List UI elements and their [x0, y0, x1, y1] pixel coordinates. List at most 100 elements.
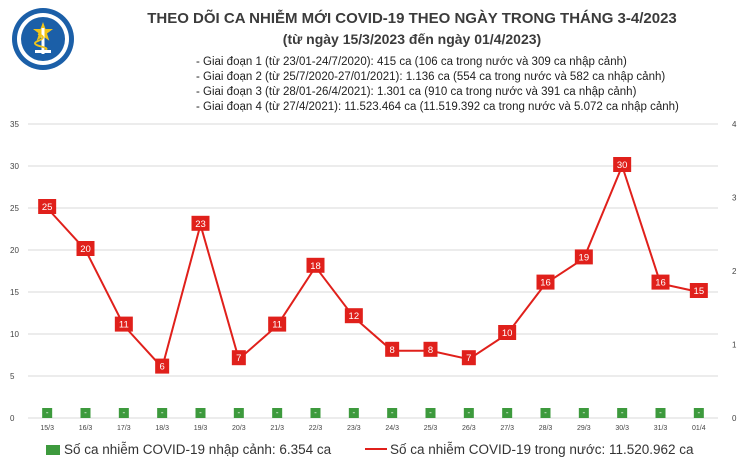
data-label: 20	[80, 244, 91, 255]
chart-subtitle: (từ ngày 15/3/2023 đến ngày 01/4/2023)	[282, 31, 542, 47]
legend-imported: Số ca nhiễm COVID-19 nhập cảnh: 6.354 ca	[46, 442, 331, 457]
imported-bar	[80, 408, 91, 418]
ministry-of-health-logo	[12, 8, 74, 70]
imported-bar	[272, 408, 283, 418]
data-point-marker	[574, 249, 593, 265]
legend-imported-label: Số ca nhiễm COVID-19 nhập cảnh: 6.354 ca	[64, 442, 332, 457]
imported-bar-label: -	[544, 408, 547, 417]
imported-bar	[540, 408, 551, 418]
phase-note-4: - Giai đoạn 4 (từ 27/4/2021): 11.523.464…	[196, 101, 679, 113]
chart-title: THEO DÕI CA NHIỄM MỚI COVID-19 THEO NGÀY…	[147, 10, 677, 27]
data-label: 19	[579, 252, 590, 263]
data-point-marker	[38, 199, 57, 214]
imported-bar-label: -	[352, 408, 355, 417]
imported-bar	[693, 408, 704, 418]
imported-bar-label: -	[429, 408, 432, 417]
x-tick-label: 19/3	[194, 425, 208, 432]
y-left-tick-label: 10	[10, 330, 19, 339]
x-tick-label: 28/3	[539, 425, 553, 432]
phase-note-2: - Giai đoạn 2 (từ 25/7/2020-27/01/2021):…	[196, 71, 666, 83]
imported-bar	[118, 408, 129, 418]
x-tick-label: 18/3	[155, 425, 169, 432]
data-label: 30	[617, 160, 628, 171]
data-label: 15	[694, 286, 705, 297]
data-label: 12	[349, 311, 360, 322]
imported-bar-label: -	[659, 408, 662, 417]
data-label: 16	[540, 278, 551, 289]
x-tick-label: 30/3	[615, 425, 629, 432]
x-tick-label: 16/3	[79, 425, 93, 432]
imported-bar-label: -	[391, 408, 394, 417]
y-right-tick-label: 1	[732, 341, 737, 350]
x-tick-label: 29/3	[577, 425, 591, 432]
x-tick-label: 24/3	[385, 425, 399, 432]
imported-bar	[157, 408, 168, 418]
imported-bar-label: -	[84, 408, 87, 417]
domestic-cases-line	[46, 163, 700, 370]
imported-bar-label: -	[697, 408, 700, 417]
imported-bar-label: -	[621, 408, 624, 417]
x-tick-label: 01/4	[692, 425, 706, 432]
imported-bar	[233, 408, 244, 418]
x-tick-label: 23/3	[347, 425, 361, 432]
data-label: 16	[655, 278, 666, 289]
data-point-marker	[498, 325, 517, 340]
imported-bar	[310, 408, 321, 418]
data-label: 11	[119, 320, 129, 331]
data-label: 11	[272, 320, 282, 331]
data-point-marker	[155, 358, 170, 374]
chart-legend: Số ca nhiễm COVID-19 nhập cảnh: 6.354 ca…	[0, 442, 740, 462]
data-point-marker	[385, 341, 400, 357]
legend-domestic-label: Số ca nhiễm COVID-19 trong nước: 11.520.…	[390, 442, 694, 457]
y-right-tick-label: 4	[732, 120, 737, 129]
imported-bar	[578, 408, 589, 418]
data-point-marker	[536, 274, 555, 290]
imported-bar-label: -	[161, 408, 164, 417]
data-label: 7	[236, 353, 241, 364]
imported-bar-label: -	[582, 408, 585, 417]
imported-bar	[502, 408, 513, 418]
imported-bar-label: -	[276, 408, 279, 417]
imported-bar-label: -	[122, 408, 125, 417]
legend-domestic: Số ca nhiễm COVID-19 trong nước: 11.520.…	[365, 442, 694, 457]
legend-line-swatch	[365, 448, 387, 450]
x-tick-label: 26/3	[462, 425, 476, 432]
imported-bar	[425, 408, 436, 418]
imported-bar	[42, 408, 53, 418]
imported-bar	[655, 408, 666, 418]
data-point-marker	[306, 257, 325, 273]
x-tick-label: 17/3	[117, 425, 131, 432]
y-left-tick-label: 0	[10, 414, 15, 423]
imported-bar-label: -	[46, 408, 49, 417]
data-label: 6	[160, 362, 165, 373]
imported-bar	[617, 408, 628, 418]
y-left-tick-label: 35	[10, 120, 19, 129]
imported-bar	[348, 408, 359, 418]
imported-bar-label: -	[237, 408, 240, 417]
x-tick-label: 20/3	[232, 425, 246, 432]
data-point-marker	[114, 316, 133, 332]
y-left-tick-label: 5	[10, 372, 15, 381]
data-label: 18	[310, 261, 321, 272]
phase-note-1: - Giai đoạn 1 (từ 23/01-24/7/2020): 415 …	[196, 56, 627, 68]
data-label: 8	[428, 345, 433, 356]
x-tick-label: 31/3	[654, 425, 668, 432]
data-label: 7	[466, 353, 471, 364]
data-point-marker	[689, 283, 708, 298]
imported-bar-label: -	[199, 408, 202, 417]
data-label: 8	[390, 345, 395, 356]
phase-notes: - Giai đoạn 1 (từ 23/01-24/7/2020): 415 …	[196, 55, 679, 115]
y-right-tick-label: 0	[732, 414, 737, 423]
data-point-marker	[461, 350, 476, 366]
phase-note-3: - Giai đoạn 3 (từ 28/01-26/4/2021): 1.30…	[196, 86, 637, 98]
y-right-tick-label: 3	[732, 194, 737, 203]
data-point-marker	[231, 350, 246, 366]
imported-bar-label: -	[506, 408, 509, 417]
data-point-marker	[651, 274, 670, 290]
imported-bar	[463, 408, 474, 418]
y-left-tick-label: 20	[10, 246, 19, 255]
data-label: 23	[195, 219, 206, 230]
data-label: 10	[502, 328, 513, 339]
y-right-tick-label: 2	[732, 267, 737, 276]
